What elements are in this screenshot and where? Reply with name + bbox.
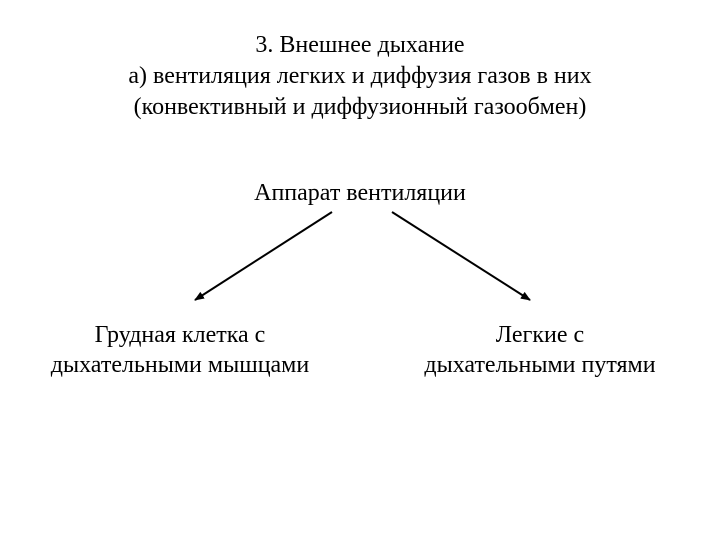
child-node-left: Грудная клетка с дыхательными мышцами [40,320,320,380]
diagram-title: 3. Внешнее дыхание а) вентиляция легких … [0,30,720,124]
child-left-line-2: дыхательными мышцами [40,350,320,380]
title-line-3: (конвективный и диффузионный газообмен) [0,92,720,123]
root-node-label: Аппарат вентиляции [254,180,466,206]
root-node: Аппарат вентиляции [0,180,720,207]
edge-left [195,212,332,300]
child-node-right: Легкие с дыхательными путями [400,320,680,380]
child-right-line-1: Легкие с [400,320,680,350]
child-left-line-1: Грудная клетка с [40,320,320,350]
edge-right [392,212,530,300]
child-right-line-2: дыхательными путями [400,350,680,380]
title-line-2: а) вентиляция легких и диффузия газов в … [0,61,720,92]
title-line-1: 3. Внешнее дыхание [0,30,720,61]
